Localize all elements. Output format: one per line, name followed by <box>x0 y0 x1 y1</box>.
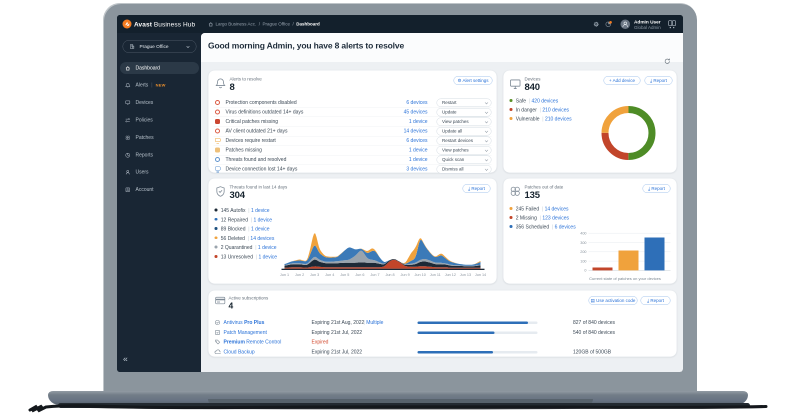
svg-text:200: 200 <box>580 250 586 254</box>
svg-text:100: 100 <box>580 259 586 263</box>
svg-text:400: 400 <box>580 232 586 236</box>
svg-text:0: 0 <box>584 269 586 273</box>
svg-text:300: 300 <box>580 241 586 245</box>
